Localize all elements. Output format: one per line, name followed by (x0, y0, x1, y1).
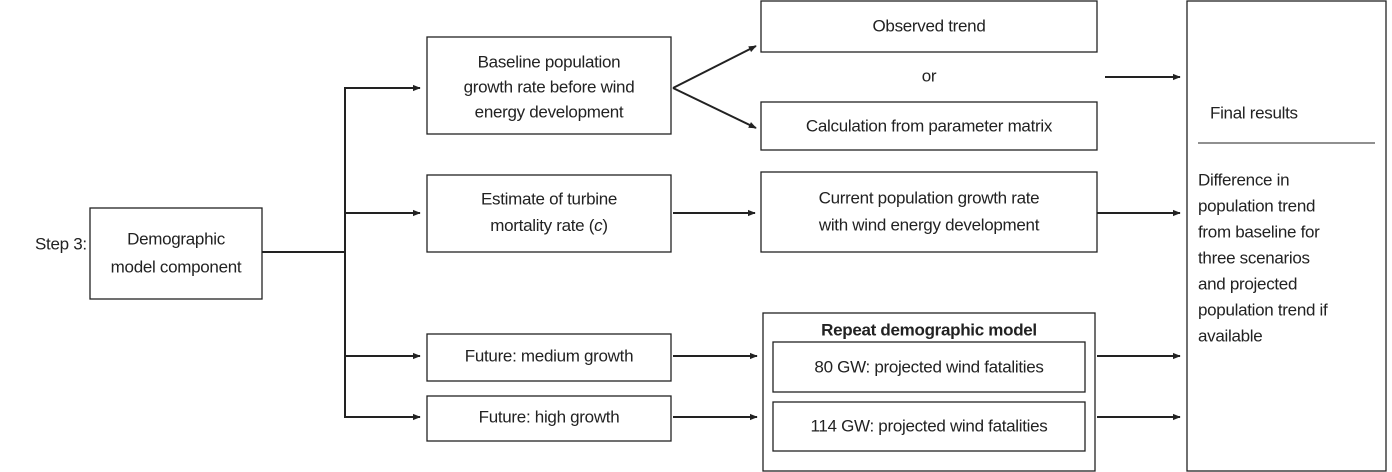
high-text: Future: high growth (479, 407, 620, 426)
observed-box (760, 0, 1098, 53)
medium-box (426, 333, 672, 382)
or-text: or (922, 66, 937, 85)
final-text: and projected (1198, 274, 1297, 293)
final-text: population trend if (1198, 300, 1328, 319)
final-text: population trend (1198, 196, 1315, 215)
estimate-box (426, 174, 672, 253)
baseline-box (426, 36, 672, 135)
calculation-text: Calculation from parameter matrix (806, 116, 1053, 135)
gw80-box (772, 341, 1086, 393)
gw114-text: 114 GW: projected wind fatalities (810, 416, 1047, 435)
estimate-text: Estimate of turbine (481, 189, 617, 208)
high-box (426, 395, 672, 442)
final-box (1186, 0, 1387, 472)
baseline-text: energy development (475, 102, 624, 121)
final-text: Difference in (1198, 170, 1289, 189)
arrow (672, 45, 757, 89)
arrow (672, 87, 757, 129)
gw114-box (772, 401, 1086, 452)
estimate-text-part: mortality rate ( (490, 216, 594, 235)
medium-text: Future: medium growth (465, 346, 634, 365)
final-text: from baseline for (1198, 222, 1320, 241)
estimate-italic: c (594, 216, 603, 235)
final-text: available (1198, 326, 1262, 345)
final-title: Final results (1210, 103, 1298, 122)
gw80-text: 80 GW: projected wind fatalities (814, 357, 1043, 376)
baseline-text: Baseline population (478, 52, 621, 71)
component-box (89, 207, 263, 300)
component-text: Demographic (127, 229, 226, 248)
calculation-box (760, 101, 1098, 151)
current-box (760, 171, 1098, 253)
repeat-title: Repeat demographic model (821, 320, 1037, 339)
estimate-text-part: ) (602, 216, 607, 235)
current-text: with wind energy development (818, 215, 1040, 234)
final-text-group: Difference in population trend from baseli… (1198, 170, 1328, 345)
baseline-text: growth rate before wind (464, 77, 635, 96)
final-text: three scenarios (1198, 248, 1310, 267)
current-text: Current population growth rate (819, 188, 1040, 207)
step-label: Step 3: (35, 234, 87, 253)
estimate-text: mortality rate (c) (490, 216, 607, 235)
observed-text: Observed trend (873, 16, 986, 35)
component-text: model component (111, 257, 242, 276)
